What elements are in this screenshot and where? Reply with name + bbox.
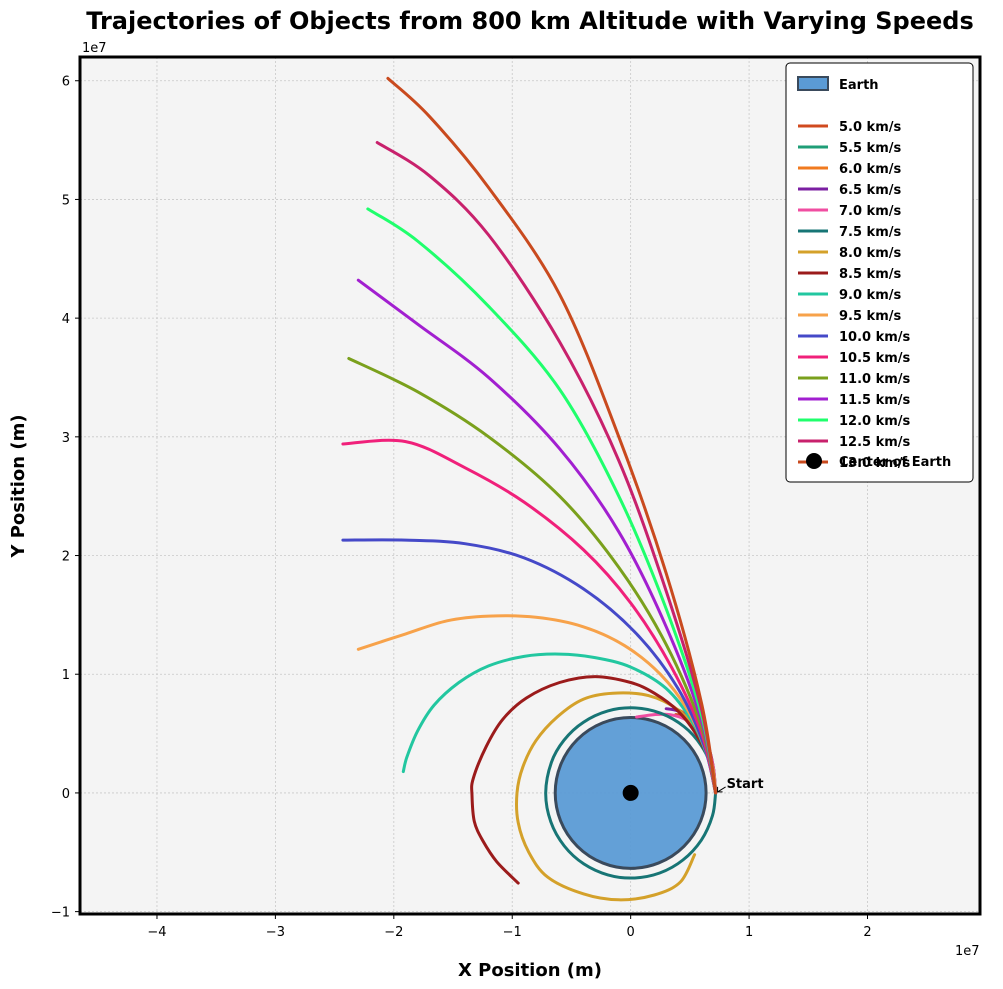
- x-tick-label: 1: [745, 925, 753, 940]
- y-tick-label: 1: [62, 668, 70, 683]
- legend-label-6-0-km-s: 6.0 km/s: [839, 162, 901, 177]
- trajectory-8-5-km-s: [470, 675, 718, 885]
- chart-title: Trajectories of Objects from 800 km Alti…: [86, 7, 974, 35]
- trajectory-7-5-km-s: [544, 706, 718, 880]
- y-tick-label: 2: [62, 550, 70, 565]
- x-multiplier: 1e7: [955, 944, 980, 959]
- x-tick-label: −4: [147, 925, 166, 940]
- legend-label-13-0-km-s: 13.0 km/s: [839, 456, 911, 471]
- x-tick-label: 2: [863, 925, 871, 940]
- legend-center-label: Center of Earth: [839, 455, 951, 470]
- y-tick-label: 4: [62, 312, 70, 327]
- legend-label-11-0-km-s: 11.0 km/s: [839, 372, 911, 387]
- y-tick-label: 0: [62, 787, 70, 802]
- start-arrow: [717, 786, 726, 793]
- trajectories: [341, 76, 718, 902]
- x-tick-label: 0: [627, 925, 635, 940]
- legend-label-5-0-km-s: 5.0 km/s: [839, 120, 901, 135]
- trajectory-11-0-km-s: [347, 357, 718, 795]
- trajectory-11-5-km-s: [356, 278, 718, 795]
- legend-box: [785, 62, 974, 483]
- legend-label-10-0-km-s: 10.0 km/s: [839, 330, 911, 345]
- legend-center-swatch: [806, 453, 822, 469]
- legend-earth-label: Earth: [839, 78, 879, 93]
- start-label: Start: [727, 777, 764, 792]
- x-tick-label: −3: [266, 925, 285, 940]
- legend-label-7-0-km-s: 7.0 km/s: [839, 204, 901, 219]
- plot-frame: [78, 55, 982, 916]
- start-annotation: Start: [717, 777, 764, 793]
- y-multiplier: 1e7: [82, 41, 107, 56]
- legend-series-entries: 5.0 km/s 5.5 km/s 6.0 km/s 6.5 km/s 7.0 km/s…: [798, 120, 911, 471]
- x-axis-label: X Position (m): [458, 960, 602, 981]
- legend-label-9-0-km-s: 9.0 km/s: [839, 288, 901, 303]
- legend-label-12-0-km-s: 12.0 km/s: [839, 414, 911, 429]
- x-tick-label: −1: [503, 925, 522, 940]
- trajectory-10-5-km-s: [341, 438, 718, 795]
- y-tick-label: 6: [62, 75, 70, 90]
- trajectory-12-5-km-s: [375, 141, 718, 795]
- legend-label-10-5-km-s: 10.5 km/s: [839, 351, 911, 366]
- legend-label-12-5-km-s: 12.5 km/s: [839, 435, 911, 450]
- legend-label-11-5-km-s: 11.5 km/s: [839, 393, 911, 408]
- legend-label-6-5-km-s: 6.5 km/s: [839, 183, 901, 198]
- legend-label-5-5-km-s: 5.5 km/s: [839, 141, 901, 156]
- y-tick-label: −1: [51, 906, 70, 921]
- legend-label-9-5-km-s: 9.5 km/s: [839, 309, 901, 324]
- legend: Earth 5.0 km/s 5.5 km/s 6.0 km/s 6.5 km/s 7.…: [785, 62, 974, 483]
- legend-label-8-5-km-s: 8.5 km/s: [839, 267, 901, 282]
- trajectory-10-0-km-s: [341, 538, 718, 795]
- center-of-earth-marker: [622, 784, 639, 801]
- y-tick-label: 3: [62, 431, 70, 446]
- trajectory-13-0-km-s: [386, 76, 718, 795]
- trajectory-12-0-km-s: [366, 207, 718, 795]
- trajectory-9-0-km-s: [401, 652, 718, 795]
- legend-label-8-0-km-s: 8.0 km/s: [839, 246, 901, 261]
- legend-label-7-5-km-s: 7.5 km/s: [839, 225, 901, 240]
- y-tick-label: 5: [62, 193, 70, 208]
- x-tick-label: −2: [384, 925, 403, 940]
- axis-ticks: −4 −3 −2 −1 0 1 2 −1 0 1 2 3 4 5 6: [51, 75, 872, 940]
- start-arrowhead: [717, 786, 723, 793]
- legend-earth-swatch: [797, 76, 829, 91]
- y-axis-label: Y Position (m): [8, 414, 29, 558]
